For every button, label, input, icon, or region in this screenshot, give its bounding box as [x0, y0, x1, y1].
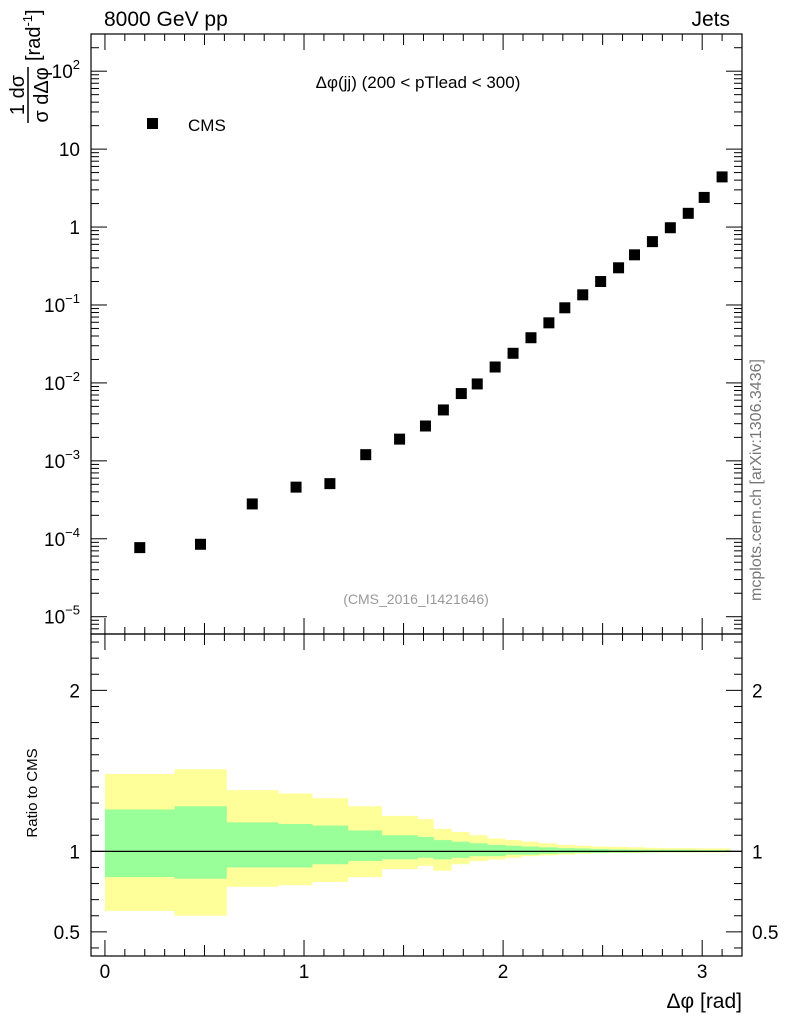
energy-label: 8000 GeV pp: [104, 8, 228, 31]
data-point-7: [419, 420, 431, 432]
y-tick-label-5: 10−3: [44, 447, 80, 473]
watermark: (CMS_2016_I1421646): [343, 591, 489, 607]
y-label-unit: [rad-1]: [20, 9, 45, 61]
ratio-y-label: Ratio to CMS: [24, 748, 41, 837]
y-tick-label-exponent: −5: [65, 603, 80, 618]
inner-band-bin-6: [381, 835, 418, 860]
inner-band-bin-4: [311, 825, 349, 865]
x-tick-label-0: 0: [100, 962, 111, 983]
ratio-y-tick-label-right-2: 2: [752, 681, 763, 702]
x-tick-label-3: 3: [697, 962, 708, 983]
y-tick-label-exponent: −2: [65, 369, 80, 384]
y-tick-label-base: 10: [44, 296, 65, 317]
y-tick-label-1: 10: [59, 140, 80, 161]
legend-label-cms: CMS: [188, 116, 226, 135]
data-point-6: [394, 433, 406, 445]
y-tick-label-exponent: −1: [65, 291, 80, 306]
x-tick-label-1: 1: [299, 962, 310, 983]
inner-band-bin-12: [505, 845, 522, 855]
y-label-unit-exponent: -1: [20, 15, 35, 27]
y-tick-label-0: 102: [52, 57, 80, 83]
y-label-numerator: 1 dσ: [7, 74, 29, 115]
data-point-24: [716, 171, 728, 183]
inner-band-bin-11: [487, 844, 506, 857]
data-point-14: [543, 317, 555, 329]
inner-band-bin-0: [104, 809, 176, 878]
y-tick-label-exponent: −3: [65, 447, 80, 462]
y-tick-label-3: 10−1: [44, 291, 80, 317]
data-point-9: [455, 388, 467, 400]
data-point-16: [577, 289, 589, 301]
y-tick-label-base: 10: [52, 62, 73, 83]
data-point-10: [471, 378, 483, 390]
inner-band-bin-5: [347, 830, 383, 862]
y-label-denominator: σ dΔφ: [31, 67, 53, 122]
inner-band-bin-3: [278, 823, 313, 868]
distribution-title: Δφ(jj) (200 < pTlead < 300): [316, 73, 521, 92]
ratio-panel: 0 1 2 3 0.5 0.5 1 1 2 2: [54, 633, 778, 983]
y-tick-label-7: 10−5: [44, 603, 80, 629]
legend-marker-cms: [147, 118, 158, 129]
inner-band-bin-9: [451, 841, 470, 858]
distribution-y-label: 1 dσ σ dΔφ [rad-1]: [7, 9, 53, 123]
inner-band-bin-8: [433, 840, 452, 860]
data-point-2: [246, 498, 258, 510]
x-tick-label-2: 2: [498, 962, 509, 983]
data-point-1: [194, 538, 206, 550]
ratio-y-tick-label-right-1: 1: [752, 842, 763, 863]
inner-band-bin-13: [521, 846, 540, 855]
y-label-unit-text: [rad: [23, 27, 45, 61]
data-point-20: [646, 236, 658, 248]
data-point-15: [559, 302, 571, 314]
y-tick-label-base: 10: [44, 530, 65, 551]
data-point-0: [134, 542, 146, 554]
y-tick-label-base: 10: [44, 608, 65, 629]
data-point-17: [595, 276, 607, 288]
inner-band-bin-10: [469, 843, 488, 857]
data-point-4: [324, 478, 336, 490]
y-tick-label-base: 10: [44, 374, 65, 395]
data-point-23: [698, 191, 710, 203]
inner-band-bin-7: [417, 836, 434, 858]
data-point-11: [489, 361, 501, 373]
y-tick-label-exponent: −4: [65, 525, 80, 540]
data-point-13: [525, 332, 537, 344]
ratio-y-tick-label-right-0: 0.5: [752, 923, 778, 944]
data-point-19: [628, 249, 640, 261]
y-label-unit-close: ]: [23, 9, 45, 15]
y-tick-label-2: 1: [69, 218, 80, 239]
data-point-8: [437, 404, 449, 416]
ratio-frame: [90, 633, 743, 957]
y-tick-label-6: 10−4: [44, 525, 80, 551]
y-tick-label-base: 10: [44, 452, 65, 473]
data-point-22: [682, 207, 694, 219]
y-tick-label-4: 10−2: [44, 369, 80, 395]
data-point-21: [664, 222, 676, 234]
inner-band-bin-2: [226, 822, 279, 868]
ratio-y-tick-label-left-1: 1: [69, 842, 80, 863]
data-point-18: [613, 262, 625, 274]
data-point-3: [290, 481, 302, 493]
y-tick-label-exponent: 2: [73, 57, 80, 72]
data-point-5: [360, 449, 372, 461]
category-label: Jets: [691, 8, 730, 31]
inner-band-bin-1: [174, 806, 227, 879]
ratio-y-tick-label-left-0: 0.5: [54, 923, 80, 944]
ratio-y-tick-label-left-2: 2: [69, 681, 80, 702]
ratio-x-label: Δφ [rad]: [667, 990, 743, 1013]
data-point-12: [507, 347, 519, 359]
inner-band-bin-14: [538, 847, 558, 854]
